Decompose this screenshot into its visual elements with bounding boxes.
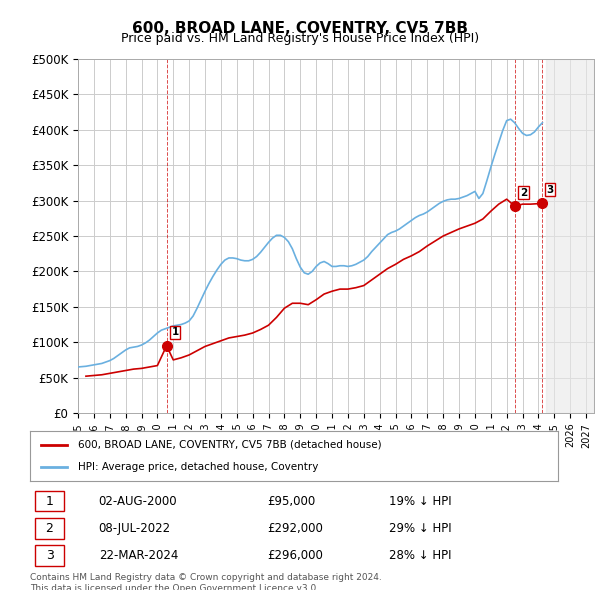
Text: 2: 2 [520,188,527,198]
FancyBboxPatch shape [35,545,64,566]
Text: 1: 1 [172,327,179,337]
Text: 2: 2 [46,522,53,535]
Text: 29% ↓ HPI: 29% ↓ HPI [389,522,452,535]
Text: 28% ↓ HPI: 28% ↓ HPI [389,549,452,562]
Text: HPI: Average price, detached house, Coventry: HPI: Average price, detached house, Cove… [77,462,318,472]
Text: 22-MAR-2024: 22-MAR-2024 [98,549,178,562]
Text: £95,000: £95,000 [268,494,316,507]
FancyBboxPatch shape [35,518,64,539]
Text: 600, BROAD LANE, COVENTRY, CV5 7BB: 600, BROAD LANE, COVENTRY, CV5 7BB [132,21,468,35]
Text: 19% ↓ HPI: 19% ↓ HPI [389,494,452,507]
Text: 3: 3 [46,549,53,562]
Text: 1: 1 [46,494,53,507]
Text: Price paid vs. HM Land Registry's House Price Index (HPI): Price paid vs. HM Land Registry's House … [121,32,479,45]
Text: £292,000: £292,000 [268,522,323,535]
Bar [547,59,594,413]
FancyBboxPatch shape [35,491,64,512]
Text: 600, BROAD LANE, COVENTRY, CV5 7BB (detached house): 600, BROAD LANE, COVENTRY, CV5 7BB (deta… [77,440,381,450]
Text: 3: 3 [547,185,554,195]
Text: 08-JUL-2022: 08-JUL-2022 [98,522,171,535]
Text: £296,000: £296,000 [268,549,323,562]
Text: 02-AUG-2000: 02-AUG-2000 [98,494,177,507]
Text: Contains HM Land Registry data © Crown copyright and database right 2024.
This d: Contains HM Land Registry data © Crown c… [30,573,382,590]
